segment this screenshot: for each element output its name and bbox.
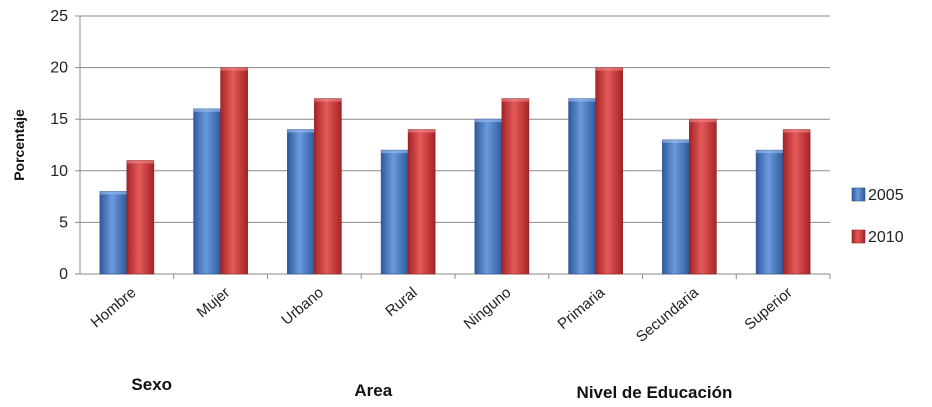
x-tick-label: Ninguno [461, 284, 515, 333]
group-label: Sexo [131, 375, 172, 394]
bar-cap [474, 119, 502, 123]
bar-cap [314, 98, 342, 102]
x-tick-label: Primaria [554, 284, 608, 333]
bar-cap [381, 150, 409, 154]
bar-2005-mujer [193, 108, 221, 275]
bar-2010-hombre [126, 160, 155, 275]
bar-2010-urbano [314, 98, 342, 275]
legend-swatch-2010 [851, 229, 866, 244]
bar-2010-superior [782, 129, 811, 275]
bar-2005-superior [755, 149, 784, 275]
x-tick-label: Superior [741, 284, 795, 333]
y-axis-label: Porcentaje [11, 109, 27, 181]
x-tick-label: Rural [382, 284, 420, 320]
bar-2010-rural [407, 129, 436, 275]
group-label: Nivel de Educación [577, 383, 733, 402]
legend-label-2010: 2010 [868, 229, 904, 246]
bar-cap [126, 160, 154, 164]
bar-cap [662, 139, 690, 143]
bar-2010-primaria [595, 67, 623, 275]
x-tick-label: Mujer [194, 284, 234, 321]
bar-cap [689, 119, 717, 123]
y-tick-label: 5 [59, 214, 68, 231]
bar-2005-hombre [99, 191, 128, 275]
bars [99, 67, 811, 275]
bar-2005-ninguno [474, 118, 503, 275]
bar-2005-urbano [287, 129, 315, 275]
legend: 2005 2010 [851, 187, 904, 246]
y-tick-label: 0 [59, 266, 68, 283]
y-tick-label: 20 [50, 60, 68, 77]
bar-cap [287, 129, 315, 133]
legend-swatch-2005 [851, 187, 866, 202]
x-tick-label: Secundaria [633, 284, 703, 346]
bar-cap [408, 129, 436, 133]
x-tick-label: Hombre [88, 284, 140, 331]
bar-2005-secundaria [662, 139, 690, 275]
axes [75, 15, 831, 279]
bar-cap [99, 191, 127, 195]
gridlines [80, 15, 830, 223]
legend-label-2005: 2005 [868, 187, 904, 204]
bar-2010-secundaria [689, 118, 717, 275]
bar-cap [756, 150, 784, 154]
bar-2005-rural [380, 149, 409, 275]
bar-2010-ninguno [501, 98, 530, 275]
bar-cap [501, 98, 529, 102]
y-tick-label: 15 [50, 111, 68, 128]
bar-2005-primaria [568, 98, 596, 275]
bar-cap [595, 67, 623, 71]
y-tick-label: 10 [50, 163, 68, 180]
x-tick-label: Urbano [278, 284, 327, 329]
bar-cap [193, 108, 221, 112]
bar-cap [568, 98, 596, 102]
bar-cap [783, 129, 811, 133]
bar-2010-mujer [220, 67, 248, 275]
bar-cap [220, 67, 248, 71]
y-tick-label: 25 [50, 8, 68, 25]
group-label: Area [354, 381, 392, 400]
